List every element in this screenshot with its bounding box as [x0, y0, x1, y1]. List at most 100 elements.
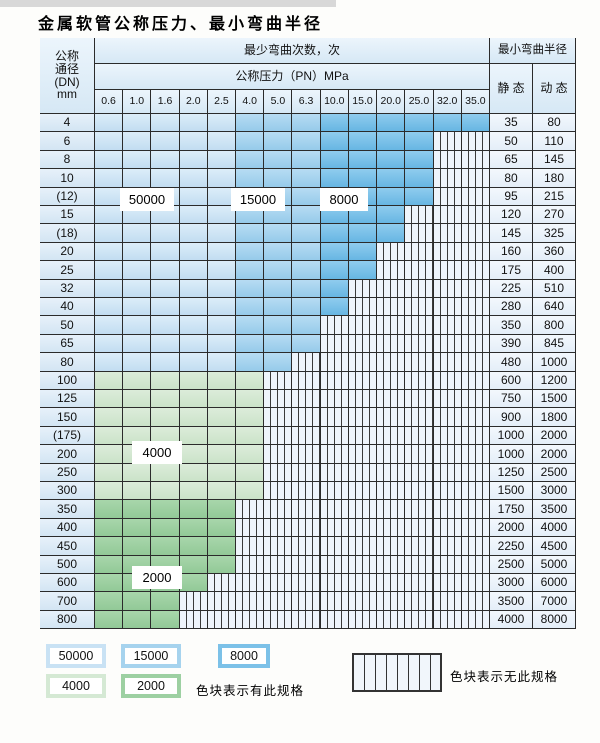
no-spec-cell [292, 537, 321, 556]
no-spec-cell [433, 334, 462, 354]
spec-cell [151, 371, 180, 390]
dynamic-value-cell: 325 [533, 224, 576, 243]
pn-tick: 1.6 [151, 90, 180, 114]
no-spec-cell [433, 316, 462, 335]
spec-cell [207, 150, 237, 170]
no-spec-cell [405, 279, 434, 298]
no-spec-cell [236, 592, 265, 611]
spec-cell [236, 169, 265, 188]
spec-cell [348, 242, 378, 262]
spec-cell [207, 169, 237, 188]
header-dn: 公称 通径 (DN) mm [40, 38, 95, 114]
spec-cell [123, 482, 152, 501]
pn-tick: 4.0 [236, 90, 265, 114]
dn-cell: 6 [40, 132, 95, 151]
spec-cell [151, 224, 180, 243]
spec-cell [95, 316, 124, 335]
header-static: 静 态 [490, 64, 533, 114]
spec-cell [95, 426, 124, 446]
spec-cell [95, 390, 124, 409]
spec-cell [207, 261, 237, 280]
spec-cell [292, 242, 321, 262]
spec-cell [151, 610, 180, 630]
spec-cell [236, 426, 265, 446]
spec-cell [179, 408, 208, 427]
no-spec-cell [461, 592, 490, 611]
spec-cell [207, 279, 237, 298]
spec-cell [123, 242, 152, 262]
no-spec-cell [405, 574, 434, 593]
no-spec-cell [348, 371, 378, 390]
spec-cell [264, 132, 293, 151]
dn-cell: 200 [40, 445, 95, 464]
spec-cell [151, 463, 180, 482]
no-spec-cell [264, 445, 293, 464]
header-dynamic: 动 态 [533, 64, 576, 114]
spec-cell [123, 298, 152, 317]
dn-cell: 600 [40, 574, 95, 593]
static-value-cell: 145 [490, 224, 533, 243]
no-spec-cell [292, 371, 321, 390]
no-spec-cell [377, 408, 406, 427]
spec-cell [320, 132, 349, 151]
no-spec-cell [348, 592, 378, 611]
dynamic-value-cell: 1200 [533, 371, 576, 390]
static-value-cell: 1500 [490, 482, 533, 501]
spec-cell [377, 224, 406, 243]
pn-tick: 10.0 [320, 90, 349, 114]
no-spec-cell [461, 242, 490, 262]
no-spec-cell [433, 353, 462, 372]
dn-cell: (12) [40, 187, 95, 206]
spec-cell [95, 114, 124, 133]
spec-cell [151, 242, 180, 262]
dn-cell: 4 [40, 114, 95, 133]
spec-cell [123, 353, 152, 372]
spec-cell [207, 408, 237, 427]
static-value-cell: 1000 [490, 445, 533, 464]
spec-cell [179, 334, 208, 354]
no-spec-cell [461, 298, 490, 317]
spec-cell [264, 261, 293, 280]
spec-cell [123, 224, 152, 243]
no-spec-cell [320, 500, 349, 519]
no-spec-cell [264, 592, 293, 611]
no-spec-cell [433, 500, 462, 519]
no-spec-cell [320, 537, 349, 556]
spec-cell [123, 334, 152, 354]
dynamic-value-cell: 2000 [533, 426, 576, 446]
spec-cell [236, 463, 265, 482]
no-spec-cell [461, 390, 490, 409]
dn-cell: 40 [40, 298, 95, 317]
no-spec-cell [207, 610, 237, 630]
spec-cell [236, 408, 265, 427]
bend-count-label: 50000 [120, 188, 174, 211]
dn-cell: 250 [40, 463, 95, 482]
header-dn-line: mm [57, 87, 77, 102]
legend-swatch-4000: 4000 [46, 674, 106, 698]
spec-cell [377, 169, 406, 188]
no-spec-cell [179, 592, 208, 611]
spec-cell [95, 169, 124, 188]
spec-cell [292, 279, 321, 298]
spec-cell [320, 242, 349, 262]
spec-cell [207, 353, 237, 372]
no-spec-cell [377, 261, 406, 280]
spec-cell [179, 298, 208, 317]
no-spec-cell [461, 132, 490, 151]
dn-cell: 100 [40, 371, 95, 390]
dynamic-value-cell: 6000 [533, 574, 576, 593]
static-value-cell: 1000 [490, 426, 533, 446]
no-spec-cell [264, 463, 293, 482]
spec-cell [123, 592, 152, 611]
no-spec-cell [377, 279, 406, 298]
no-spec-cell [207, 592, 237, 611]
no-spec-cell [264, 482, 293, 501]
spec-cell [207, 500, 237, 519]
spec-cell [320, 169, 349, 188]
no-spec-cell [348, 537, 378, 556]
pn-tick: 32.0 [433, 90, 462, 114]
no-spec-cell [236, 537, 265, 556]
no-spec-cell [433, 261, 462, 280]
no-spec-cell [405, 426, 434, 446]
